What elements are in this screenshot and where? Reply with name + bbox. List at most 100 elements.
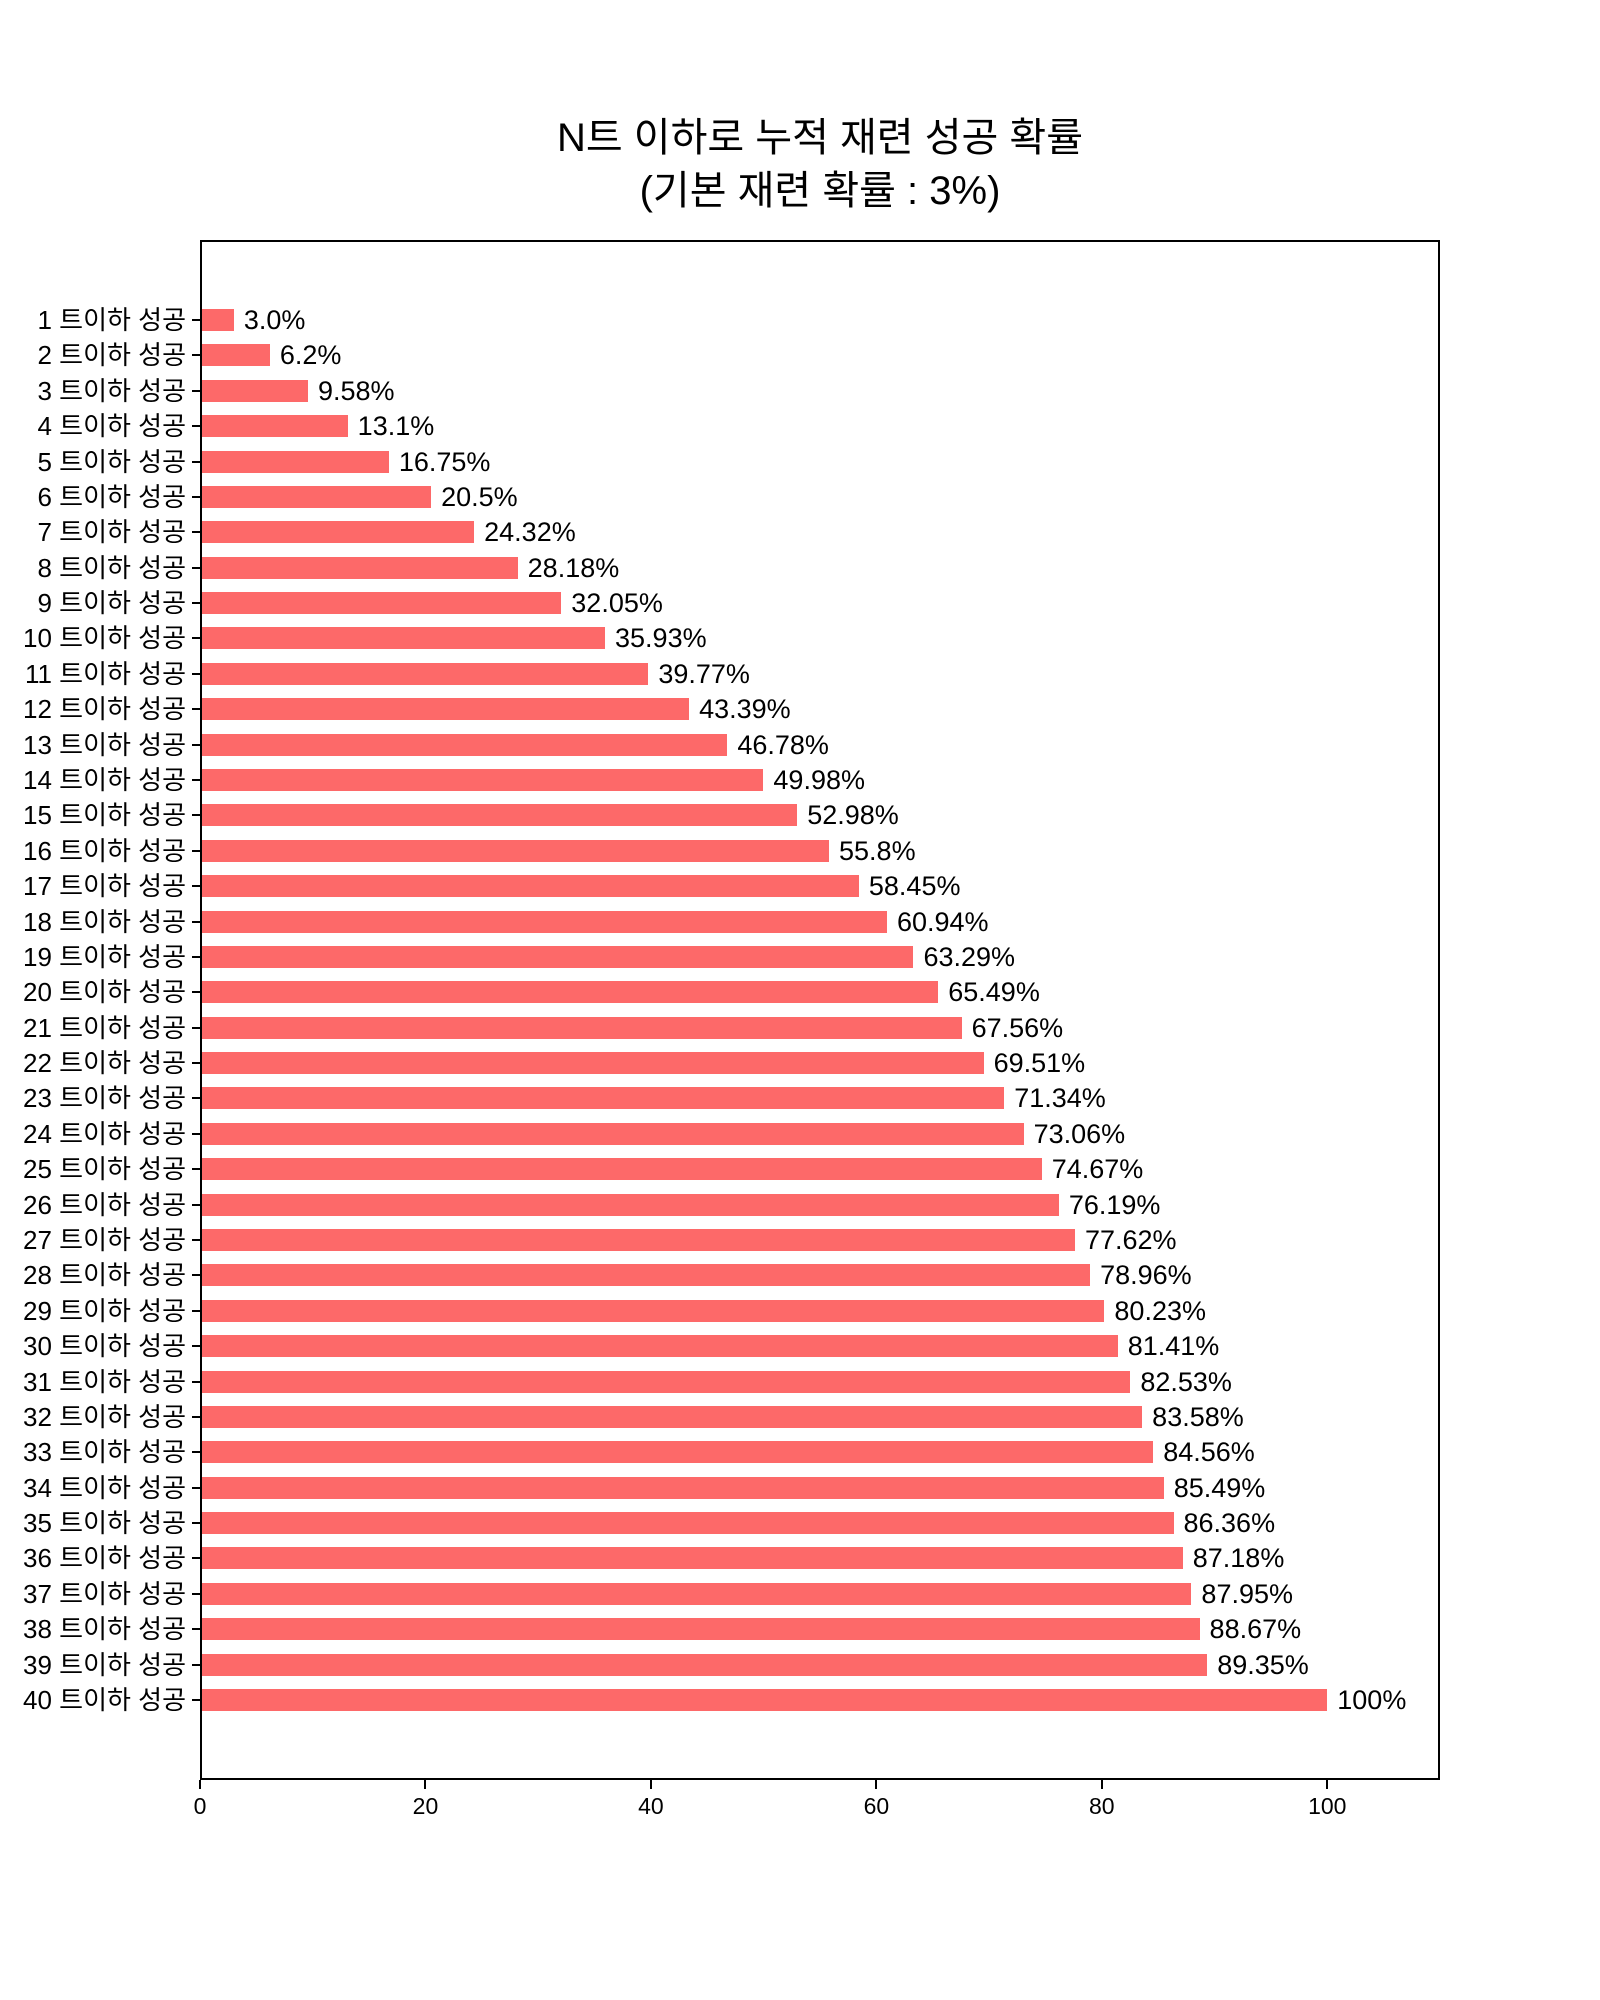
y-tick: [192, 672, 200, 675]
bar-value-label: 82.53%: [1140, 1366, 1232, 1397]
y-axis-label: 13 트이하 성공: [23, 729, 186, 760]
bar-value-label: 52.98%: [807, 800, 899, 831]
bar: [202, 1229, 1075, 1251]
bar: [202, 1335, 1118, 1358]
bar: [202, 309, 234, 331]
y-tick: [192, 814, 200, 817]
bar: [202, 1476, 1164, 1499]
y-axis-label: 40 트이하 성공: [23, 1685, 186, 1715]
chart-title-line2: (기본 재련 확률 : 3%): [639, 169, 1001, 213]
y-tick: [192, 1062, 200, 1065]
y-tick: [192, 531, 200, 534]
y-tick: [192, 460, 200, 463]
y-axis-label: 9 트이하 성공: [37, 588, 186, 619]
x-tick-label: 40: [638, 1793, 664, 1819]
y-tick: [192, 708, 200, 711]
bar: [202, 1052, 984, 1075]
bar: [202, 1441, 1154, 1464]
y-tick: [192, 1309, 200, 1312]
bar-value-label: 87.95%: [1201, 1578, 1293, 1609]
bar-value-label: 83.58%: [1152, 1401, 1244, 1432]
y-tick: [192, 1097, 200, 1100]
y-tick: [192, 1132, 200, 1135]
y-tick: [192, 495, 200, 498]
bar: [202, 839, 830, 862]
bar: [202, 1264, 1091, 1287]
y-tick: [192, 1274, 200, 1277]
bar: [202, 945, 914, 968]
y-axis-label: 31 트이하 성공: [23, 1366, 186, 1397]
x-tick: [199, 1780, 201, 1789]
chart-title-line1: N트 이하로 누적 재련 성공 확률: [556, 116, 1084, 160]
y-axis-label: 33 트이하 성공: [23, 1437, 186, 1468]
bar-value-label: 65.49%: [948, 977, 1040, 1008]
y-axis-label: 26 트이하 성공: [23, 1189, 186, 1220]
y-tick: [192, 319, 200, 321]
bar: [202, 1618, 1200, 1641]
bar-value-label: 6.2%: [279, 340, 342, 371]
y-tick: [192, 955, 200, 958]
bar: [202, 1158, 1042, 1181]
bar-value-label: 74.67%: [1051, 1154, 1144, 1185]
y-tick: [192, 425, 200, 428]
y-tick: [192, 1628, 200, 1631]
y-tick: [192, 1026, 200, 1029]
bar-value-label: 63.29%: [923, 941, 1016, 972]
bar: [202, 1653, 1208, 1676]
y-axis-label: 35 트이하 성공: [23, 1508, 186, 1539]
y-axis-label: 38 트이하 성공: [23, 1614, 186, 1645]
bar: [202, 1512, 1174, 1535]
bar: [202, 733, 728, 756]
bar-value-label: 73.06%: [1033, 1118, 1126, 1149]
bar-value-label: 20.5%: [441, 481, 518, 512]
y-axis-label: 28 트이하 성공: [23, 1260, 186, 1291]
bar-value-label: 3.0%: [243, 305, 306, 335]
y-tick: [192, 1663, 200, 1666]
y-tick: [192, 743, 200, 746]
y-tick: [192, 779, 200, 781]
y-axis-label: 8 트이하 성공: [37, 552, 186, 583]
y-tick: [192, 354, 200, 357]
y-axis-label: 30 트이하 성공: [23, 1331, 186, 1362]
y-tick: [192, 1522, 200, 1525]
y-tick: [192, 1345, 200, 1348]
bar: [202, 1193, 1059, 1216]
bar-value-label: 16.75%: [398, 446, 491, 477]
y-tick: [192, 885, 200, 888]
bar: [202, 521, 475, 544]
bar: [202, 1370, 1131, 1393]
y-axis-label: 15 트이하 성공: [23, 800, 186, 831]
bar: [202, 1087, 1005, 1110]
bar-value-label: 35.93%: [615, 623, 707, 654]
y-axis-label: 18 트이하 성공: [23, 906, 186, 937]
y-axis-label: 32 트이하 성공: [23, 1401, 186, 1432]
y-tick: [192, 1380, 200, 1383]
y-axis-label: 16 트이하 성공: [23, 835, 186, 866]
y-tick: [192, 1451, 200, 1454]
bar: [202, 1547, 1183, 1570]
bar: [202, 910, 887, 933]
bar-value-label: 85.49%: [1173, 1472, 1266, 1503]
bar-value-label: 39.77%: [658, 658, 750, 689]
x-tick-label: 0: [193, 1793, 207, 1819]
y-tick: [192, 1486, 200, 1489]
bar: [202, 1122, 1024, 1145]
x-tick-label: 20: [412, 1793, 439, 1819]
y-tick: [192, 1699, 200, 1701]
y-tick: [192, 920, 200, 923]
bar-value-label: 43.39%: [699, 694, 791, 725]
y-axis-label: 6 트이하 성공: [37, 481, 186, 512]
y-tick: [192, 637, 200, 640]
y-axis-label: 22 트이하 성공: [23, 1048, 186, 1079]
y-tick: [192, 389, 200, 392]
bar-value-label: 77.62%: [1084, 1225, 1177, 1255]
bar-value-label: 46.78%: [737, 729, 829, 760]
bar-value-label: 49.98%: [773, 765, 865, 795]
y-axis-label: 37 트이하 성공: [23, 1578, 186, 1609]
bar-value-label: 84.56%: [1163, 1437, 1255, 1468]
y-tick: [192, 849, 200, 852]
x-tick: [1100, 1780, 1103, 1789]
bar-value-label: 87.18%: [1192, 1543, 1285, 1574]
bar: [202, 1405, 1143, 1428]
bar-value-label: 60.94%: [896, 906, 989, 937]
